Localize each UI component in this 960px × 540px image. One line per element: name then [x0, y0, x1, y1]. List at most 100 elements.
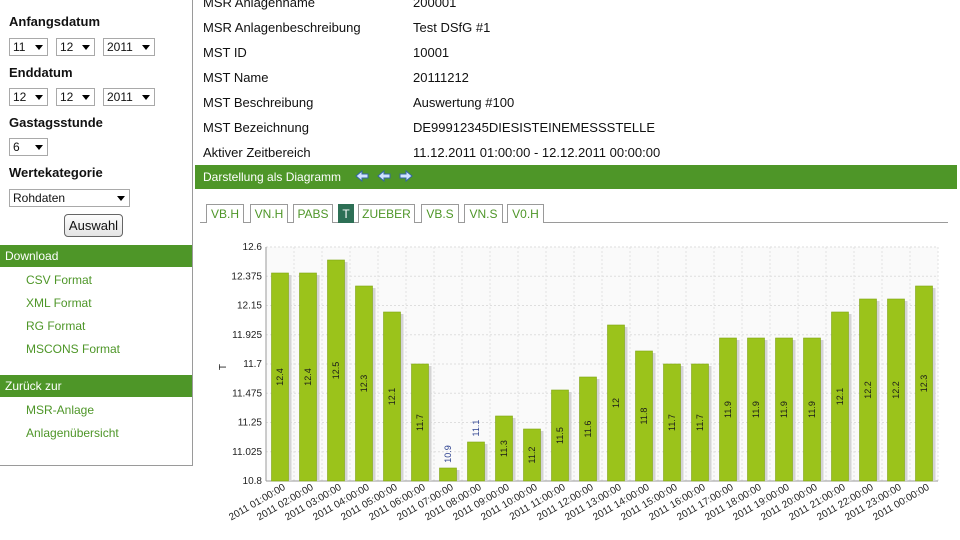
chevron-down-icon [142, 95, 150, 100]
tab-v0-h[interactable]: V0.H [507, 204, 544, 223]
bar [803, 337, 821, 482]
bar [915, 285, 933, 482]
start-month-select[interactable]: 12 [56, 38, 95, 56]
info-key: MST Beschreibung [203, 95, 314, 110]
bar [271, 272, 289, 482]
bar-value-label: 11.9 [779, 401, 789, 418]
info-value: 20111212 [413, 70, 469, 85]
info-key: MSR Anlagenbeschreibung [203, 20, 361, 35]
tab-vb-h[interactable]: VB.H [206, 204, 244, 223]
bar-value-label: 12.1 [835, 388, 845, 406]
end-year-value: 2011 [107, 90, 133, 104]
hour-select[interactable]: 6 [9, 138, 48, 156]
bar-value-label: 11.7 [667, 414, 677, 431]
category-select[interactable]: Rohdaten [9, 189, 130, 207]
chevron-down-icon [82, 45, 90, 50]
category-value: Rohdaten [13, 191, 66, 205]
arrow-left-icon[interactable] [355, 169, 369, 183]
sidebar: Anfangsdatum 11 12 2011 Enddatum 12 12 2… [0, 0, 193, 466]
y-tick-label: 11.475 [232, 388, 262, 399]
start-year-select[interactable]: 2011 [103, 38, 155, 56]
y-tick-layer: 12.6 12.375 12.15 11.925 11.7 11.475 11.25 11.0… [231, 242, 262, 487]
arrow-left-icon[interactable] [377, 169, 391, 183]
tab-vn-h[interactable]: VN.H [250, 204, 288, 223]
chevron-down-icon [35, 45, 43, 50]
bar-value-label: 11.1 [471, 420, 481, 437]
info-key: MSR Anlagenname [203, 0, 316, 10]
end-day-select[interactable]: 12 [9, 88, 48, 106]
link-anlagenuebersicht[interactable]: Anlagenübersicht [26, 426, 119, 440]
arrow-right-icon[interactable] [399, 169, 413, 183]
diagram-header: Darstellung als Diagramm [195, 165, 957, 189]
bar-value-label: 12.3 [359, 375, 369, 393]
hour-value: 6 [13, 140, 20, 154]
link-xml-format[interactable]: XML Format [26, 296, 92, 310]
bar-value-label: 11.5 [555, 427, 565, 444]
tab-vb-s[interactable]: VB.S [421, 204, 459, 223]
info-key: MST ID [203, 45, 247, 60]
bar [663, 363, 681, 482]
temperature-bar-chart: 12.4 12.4 12.5 12.3 12.1 11.7 10.9 11.1 11.3 11.2… [218, 242, 939, 523]
tab-pabs[interactable]: PABS [293, 204, 333, 223]
start-month-value: 12 [60, 40, 74, 54]
y-tick-label: 10.8 [243, 476, 263, 487]
grid-layer [265, 246, 939, 482]
info-value: 10001 [413, 45, 450, 60]
bar-value-label: 10.9 [443, 445, 453, 463]
info-value: 200001 [413, 0, 457, 10]
bar-value-label: 12.3 [919, 375, 929, 393]
bar [327, 259, 345, 482]
y-tick-label: 12.6 [243, 242, 263, 253]
link-msr-anlage[interactable]: MSR-Anlage [26, 403, 95, 417]
bar [523, 428, 541, 482]
info-value: Auswertung #100 [413, 95, 515, 110]
bar-value-label: 12.4 [275, 368, 285, 386]
bar [439, 467, 457, 482]
bar-value-label: 11.6 [583, 421, 593, 438]
tab-vn-s[interactable]: VN.S [464, 204, 503, 223]
bar [859, 298, 877, 482]
bar [607, 324, 625, 482]
bar [495, 415, 513, 482]
start-day-value: 11 [13, 40, 26, 54]
y-tick-label: 11.025 [232, 447, 262, 458]
chevron-down-icon [117, 196, 125, 201]
y-tick-label: 12.375 [231, 271, 262, 282]
category-label: Wertekategorie [9, 165, 103, 180]
link-mscons-format[interactable]: MSCONS Format [26, 342, 121, 356]
end-year-select[interactable]: 2011 [103, 88, 155, 106]
end-month-select[interactable]: 12 [56, 88, 95, 106]
bar [831, 311, 849, 482]
download-header: Download [0, 245, 192, 267]
tab-zueber[interactable]: ZUEBER [358, 204, 415, 223]
end-month-value: 12 [60, 90, 74, 104]
back-header: Zurück zur [0, 375, 192, 397]
hour-label: Gastagsstunde [9, 115, 103, 130]
bar-value-label: 12.2 [891, 381, 901, 399]
bar [467, 441, 485, 482]
chevron-down-icon [35, 145, 43, 150]
bar [719, 337, 737, 482]
tab-t[interactable]: T [338, 204, 354, 223]
bar [775, 337, 793, 482]
bar [551, 389, 569, 482]
link-rg-format[interactable]: RG Format [26, 319, 86, 333]
y-tick-label: 12.15 [237, 301, 262, 312]
link-csv-format[interactable]: CSV Format [26, 273, 93, 287]
start-date-label: Anfangsdatum [9, 14, 100, 29]
bar-value-label: 12.1 [387, 388, 397, 406]
select-button[interactable]: Auswahl [64, 214, 123, 237]
start-day-select[interactable]: 11 [9, 38, 48, 56]
end-day-value: 12 [13, 90, 27, 104]
y-tick-label: 11.7 [243, 359, 262, 370]
chevron-down-icon [142, 45, 150, 50]
bar-value-label: 11.9 [751, 401, 761, 418]
bar [887, 298, 905, 482]
diagram-title: Darstellung als Diagramm [203, 170, 342, 184]
info-key: MST Name [203, 70, 269, 85]
y-axis-label: T [218, 364, 229, 370]
chevron-down-icon [82, 95, 90, 100]
info-value: DE99912345DIESISTEINEMESSSTELLE [413, 120, 656, 135]
